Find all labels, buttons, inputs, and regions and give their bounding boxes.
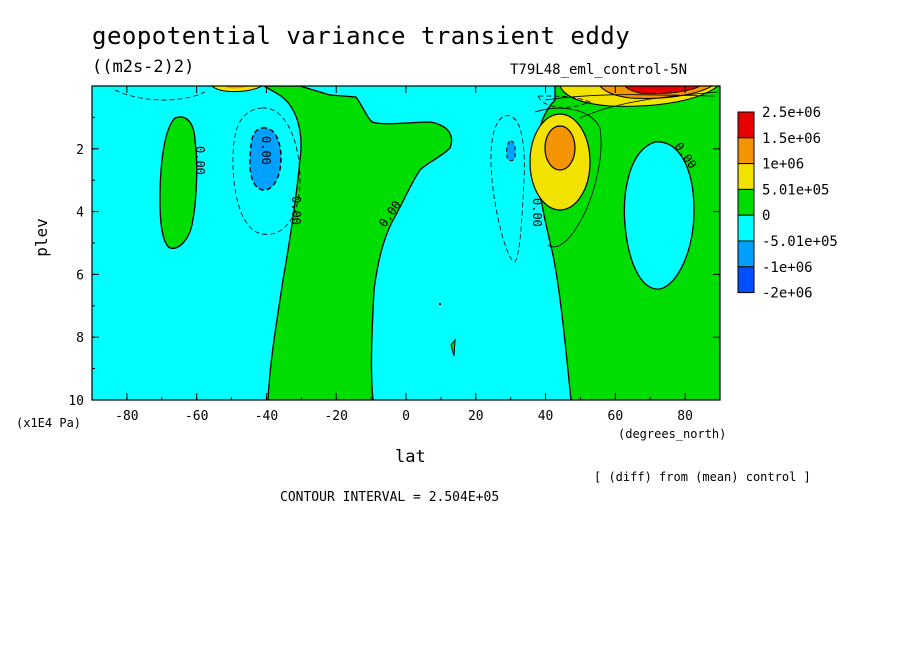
contour-label: 0.00 [289, 196, 303, 225]
legend-label: 2.5e+06 [762, 105, 821, 121]
contour-label: 0.00 [259, 136, 273, 165]
y-tick-label: 10 [68, 394, 84, 409]
region-nh-small-negative [506, 140, 516, 162]
x-tick-label: -60 [185, 409, 208, 424]
legend-swatch [737, 163, 755, 190]
y-axis-unit: (x1E4 Pa) [16, 416, 82, 430]
legend-swatch [737, 240, 755, 268]
region-nh-top-red [624, 86, 701, 95]
y-tick-label: 4 [76, 206, 84, 221]
legend: 2.5e+06 1.5e+06 1e+06 5.01e+05 0 -5.01e+05 -1e… [737, 105, 838, 302]
legend-swatch [737, 188, 755, 216]
y-tick-label: 2 [76, 143, 84, 158]
x-tick-label: -80 [115, 409, 138, 424]
y-tick-label: 6 [76, 268, 84, 283]
y-axis-ticks: 2 4 6 8 10 [68, 85, 720, 409]
contour-top-dashed-1 [114, 89, 206, 101]
region-nh-orange-core [544, 125, 576, 171]
legend-swatch [737, 214, 755, 242]
x-tick-label: 20 [468, 409, 484, 424]
region-nh-negative-pocket [623, 141, 695, 290]
legend-label: -2e+06 [762, 286, 813, 302]
legend-label: -5.01e+05 [762, 234, 838, 250]
x-axis-label: lat [395, 447, 426, 467]
x-axis-ticks: -80 -60 -40 -20 0 20 40 60 80 [91, 86, 721, 424]
chart-title: geopotential variance transient eddy [92, 22, 631, 50]
legend-label: 1e+06 [762, 157, 804, 173]
legend-swatch [737, 111, 755, 139]
contour-nh-thin-3 [579, 91, 719, 119]
legend-swatch [737, 266, 755, 294]
legend-label: -1e+06 [762, 260, 813, 276]
region-sh-positive-cell [159, 116, 198, 249]
region-sh-negative-cell [249, 127, 282, 191]
contour-top-dashed-2 [537, 95, 592, 108]
region-sh-top-yellow [211, 86, 264, 93]
contour-nh-dashed [490, 115, 525, 263]
x-tick-label: 0 [402, 409, 410, 424]
x-tick-label: -20 [324, 409, 347, 424]
contour-label: 0.00 [530, 198, 544, 227]
legend-swatch [737, 137, 755, 165]
chart-units: ((m2s-2)2) [92, 57, 195, 77]
contour-interval-text: CONTOUR INTERVAL = 2.504E+05 [280, 490, 500, 505]
legend-label: 1.5e+06 [762, 131, 821, 147]
legend-label: 5.01e+05 [762, 182, 829, 198]
legend-label: 0 [762, 208, 770, 224]
diff-note: [ (diff) from (mean) control ] [594, 470, 811, 484]
x-tick-label: -40 [255, 409, 278, 424]
x-tick-label: 80 [677, 409, 693, 424]
plot-field [92, 86, 720, 400]
x-axis-unit: (degrees_north) [618, 427, 727, 441]
contour-nh-thin-2 [544, 94, 716, 101]
x-tick-label: 40 [538, 409, 554, 424]
region-tropical-positive-column [262, 86, 453, 400]
contour-sh-dashed [232, 107, 301, 235]
x-tick-label: 60 [608, 409, 624, 424]
region-small-positive-blip [450, 338, 456, 357]
contour-label: 0.00 [193, 146, 207, 175]
run-name: T79L48_eml_control-5N [510, 62, 688, 78]
contour-nh-thin-1 [534, 107, 602, 248]
point-blip [439, 303, 441, 305]
y-tick-label: 8 [76, 331, 84, 346]
